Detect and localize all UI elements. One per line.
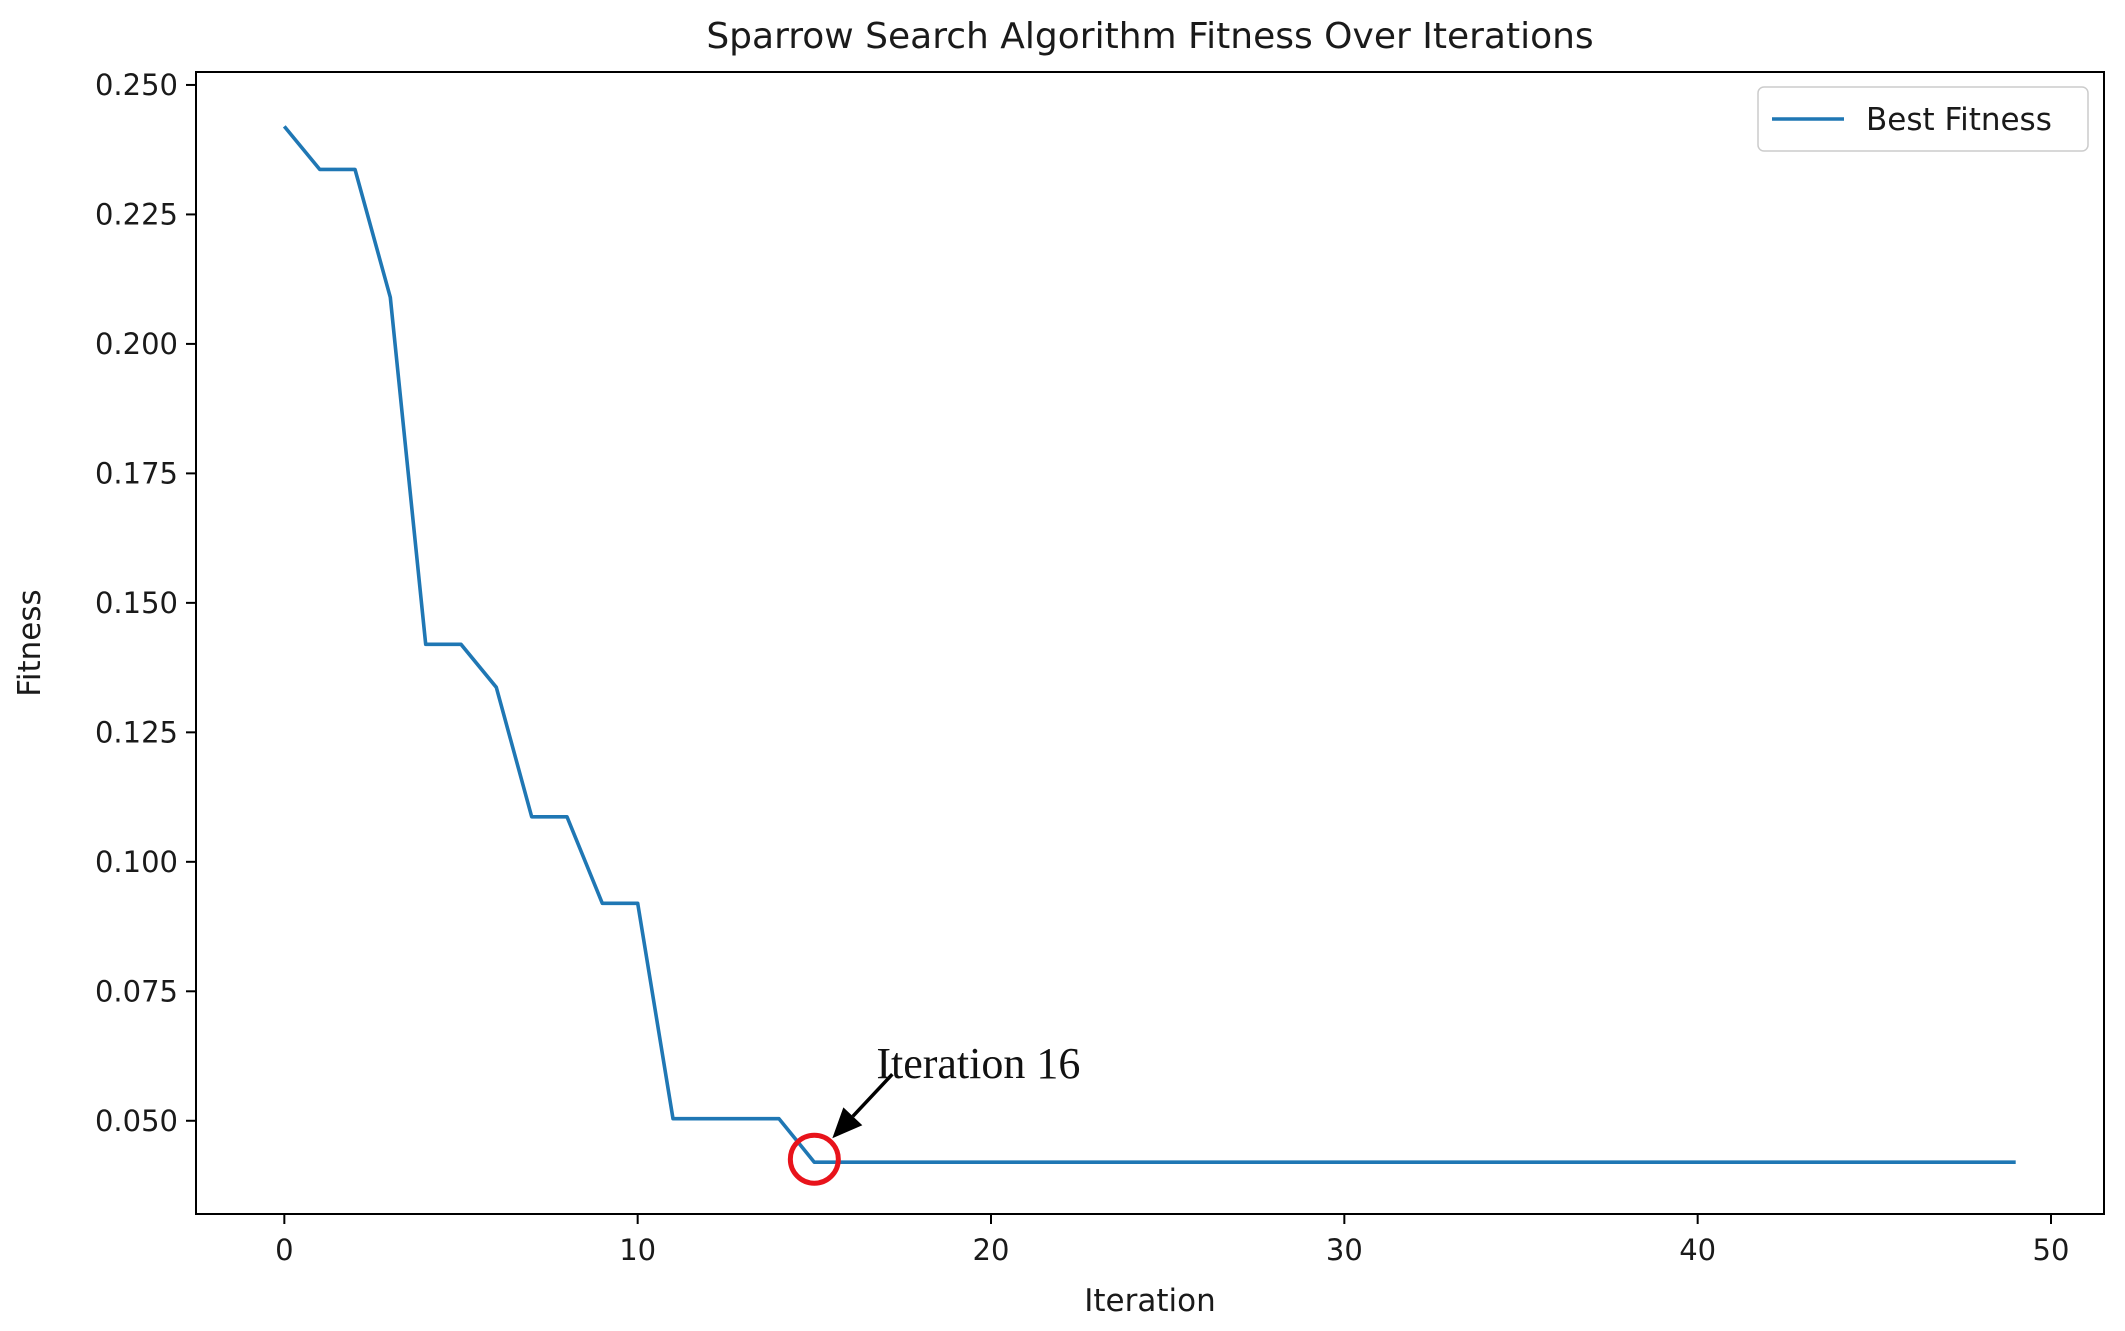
y-tick-label: 0.200 — [95, 327, 178, 361]
x-tick-label: 50 — [2033, 1233, 2070, 1267]
series-line-best-fitness — [282, 125, 2016, 1164]
legend: Best Fitness — [1757, 86, 2089, 152]
y-tick-label: 0.050 — [95, 1104, 178, 1138]
annotation-circle-marker — [787, 1132, 841, 1186]
y-tick-label: 0.250 — [95, 68, 178, 102]
y-tick-label: 0.125 — [95, 715, 178, 749]
legend-label-best-fitness: Best Fitness — [1866, 102, 2052, 138]
y-tick-label: 0.100 — [95, 845, 178, 879]
annotation-arrow-head — [832, 1107, 863, 1139]
x-tick-label: 40 — [1679, 1233, 1716, 1267]
y-tick-label: 0.150 — [95, 586, 178, 620]
x-axis-ticks: 0 10 20 30 40 50 — [275, 1214, 2069, 1267]
plot-frame — [195, 71, 2105, 1215]
y-axis-label: Fitness — [12, 589, 48, 696]
legend-box — [1757, 86, 2089, 152]
x-tick-label: 10 — [619, 1233, 656, 1267]
x-tick-label: 20 — [973, 1233, 1010, 1267]
annotation-label: Iteration 16 — [876, 1039, 1080, 1088]
x-tick-label: 30 — [1326, 1233, 1363, 1267]
annotation-arrow-shaft — [851, 1073, 894, 1118]
y-tick-label: 0.225 — [95, 197, 178, 231]
plot-area: Iteration 16 — [282, 125, 2016, 1186]
y-tick-label: 0.075 — [95, 974, 178, 1008]
y-axis-ticks: 0.050 0.075 0.100 0.125 0.150 0.175 0.200 0.225… — [95, 68, 196, 1138]
x-tick-label: 0 — [275, 1233, 293, 1267]
y-tick-label: 0.175 — [95, 456, 178, 490]
x-axis-label: Iteration — [1084, 1283, 1216, 1319]
chart-title: Sparrow Search Algorithm Fitness Over It… — [706, 16, 1593, 57]
